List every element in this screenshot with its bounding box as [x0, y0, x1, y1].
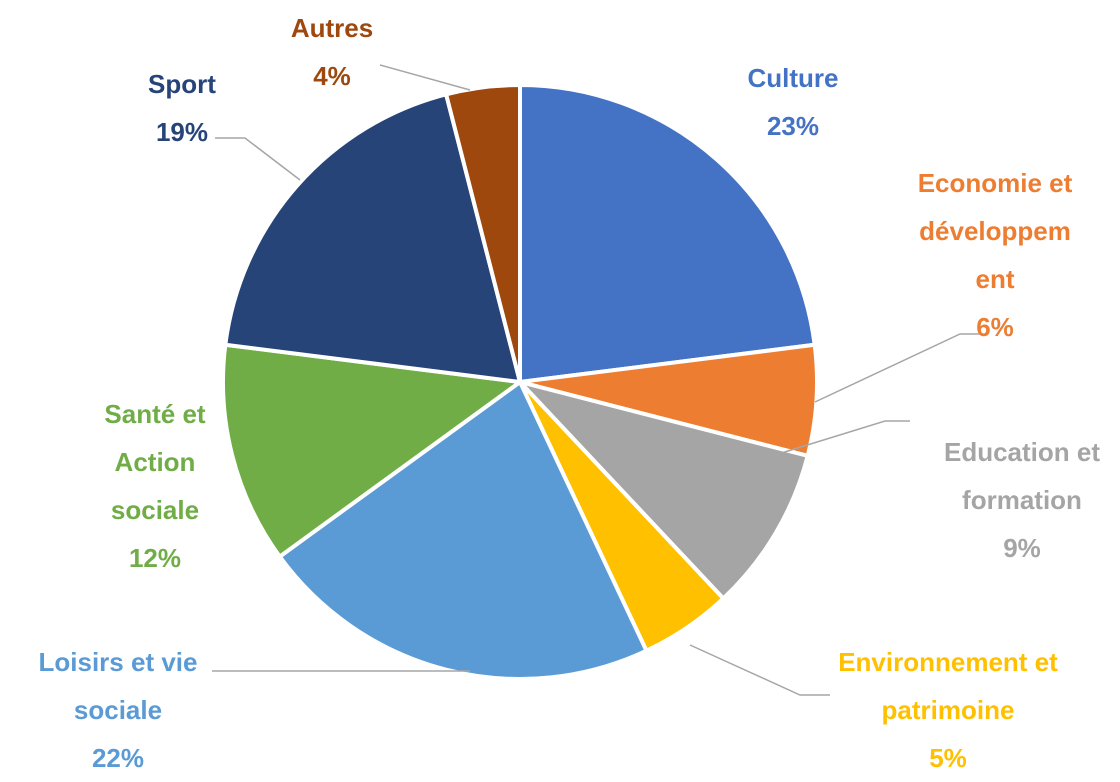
leader-line — [774, 420, 910, 456]
value-label: 6% — [976, 312, 1014, 342]
slice-label: Environnement et patrimoine 5% — [823, 638, 1073, 782]
leader-line — [689, 644, 830, 696]
category-name: Environnement et patrimoine — [838, 647, 1058, 725]
value-label: 23% — [766, 111, 820, 141]
category-name: Santé et Action sociale — [104, 399, 206, 525]
leader-line — [379, 64, 471, 91]
pie-slice — [221, 342, 526, 560]
slice-label: Loisirs et vie sociale 22% — [18, 638, 218, 782]
leader-line — [814, 333, 982, 403]
pie-slice — [223, 91, 523, 385]
slice-label: Education et formation 9% — [922, 428, 1120, 572]
slice-label: Santé et Action sociale 12% — [70, 390, 240, 582]
category-name: Economie et développement — [917, 168, 1073, 294]
value-label: 5% — [929, 743, 967, 773]
value-label: 12% — [128, 543, 182, 573]
value-label: 4% — [313, 61, 351, 91]
leader-line — [215, 137, 301, 181]
value-label: 9% — [1003, 533, 1041, 563]
slice-label: Economie et développement 6% — [915, 159, 1075, 351]
pie-slice — [513, 378, 811, 602]
category-name: Education et formation — [943, 437, 1100, 515]
slice-label: Culture 23% — [693, 54, 893, 150]
category-name: Sport — [148, 69, 216, 99]
category-name: Culture — [747, 63, 839, 93]
value-label: 19% — [155, 117, 209, 147]
slice-label: Autres 4% — [262, 4, 402, 100]
pie-slice — [518, 82, 817, 385]
chart — [212, 64, 982, 696]
page: (() => { const data = JSON.parse(documen… — [38, 4, 1120, 773]
category-name: Autres — [290, 13, 374, 43]
pie-slice — [276, 378, 650, 681]
value-label: 22% — [91, 743, 145, 773]
category-name: Loisirs et vie sociale — [38, 647, 198, 725]
slice-label: Sport 19% — [122, 60, 242, 156]
pie-slice — [443, 82, 522, 383]
